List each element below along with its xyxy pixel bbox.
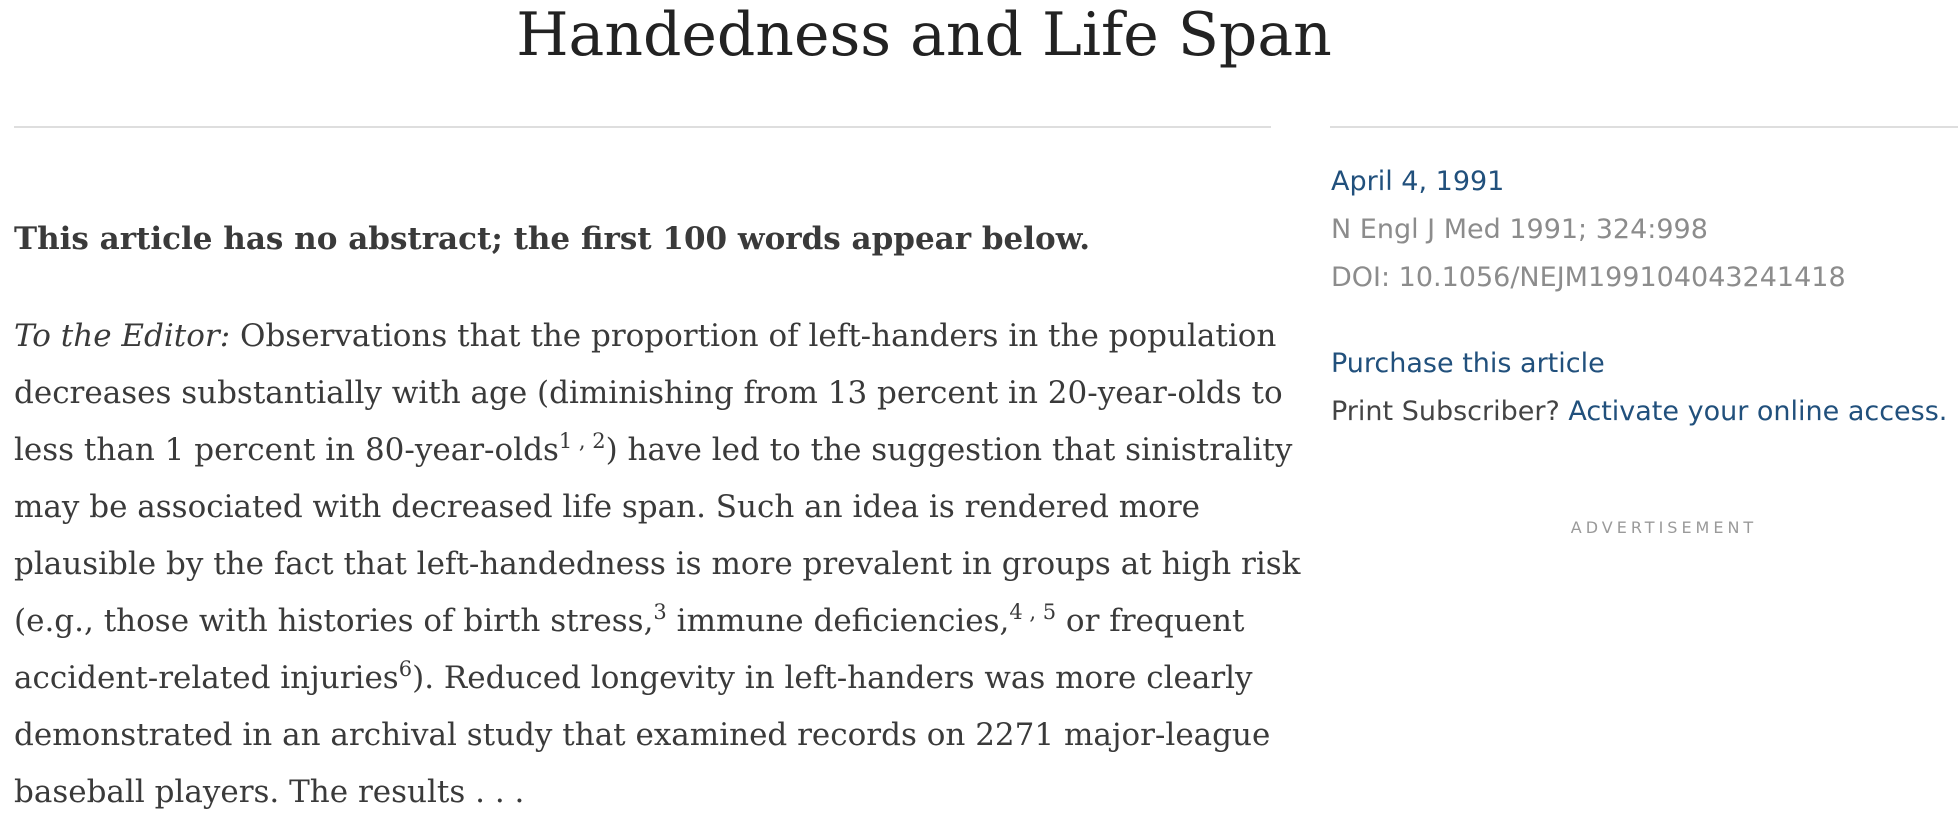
excerpt-line: plausible by the fact that left-handedne… — [14, 546, 1301, 582]
excerpt-text: ) have led to the suggestion that sinist… — [605, 432, 1293, 468]
excerpt-line: less than 1 percent in 80-year-olds1 , 2… — [14, 422, 1292, 479]
article-sidebar: April 4, 1991 N Engl J Med 1991; 324:998… — [1331, 158, 1951, 436]
journal-citation: N Engl J Med 1991; 324:998 — [1331, 214, 1708, 245]
subscriber-prompt: Print Subscriber? — [1331, 396, 1569, 427]
purchase-article-link[interactable]: Purchase this article — [1331, 348, 1605, 379]
excerpt-line: decreases substantially with age (dimini… — [14, 375, 1283, 411]
excerpt-text: (e.g., those with histories of birth str… — [14, 603, 654, 639]
excerpt-line: accident-related injuries6). Reduced lon… — [14, 650, 1271, 707]
excerpt-line: may be associated with decreased life sp… — [14, 489, 1201, 525]
advertisement-label: ADVERTISEMENT — [1570, 518, 1758, 537]
publication-date: April 4, 1991 — [1331, 166, 1505, 197]
reference-link-4-5[interactable]: 4 , 5 — [1009, 600, 1057, 624]
article-excerpt: To the Editor: Observations that the pro… — [14, 308, 1301, 821]
excerpt-line: baseball players. The results . . . — [14, 774, 525, 810]
excerpt-line: demonstrated in an archival study that e… — [14, 717, 1271, 753]
excerpt-line: To the Editor: Observations that the pro… — [14, 308, 1276, 365]
reference-link-1-2[interactable]: 1 , 2 — [558, 429, 606, 453]
reference-link-3[interactable]: 3 — [653, 600, 667, 624]
reference-link-6[interactable]: 6 — [398, 657, 413, 681]
excerpt-text: Observations that the proportion of left… — [230, 318, 1277, 354]
doi: DOI: 10.1056/NEJM199104043241418 — [1331, 262, 1846, 293]
excerpt-lead: To the Editor: — [14, 318, 231, 354]
sidebar-divider — [1330, 126, 1958, 128]
excerpt-text: ). Reduced longevity in left-handers was… — [412, 660, 1253, 696]
spacer — [1331, 302, 1951, 340]
no-abstract-note: This article has no abstract; the first … — [14, 221, 1091, 257]
title-divider — [14, 126, 1271, 128]
excerpt-text: or frequent — [1056, 603, 1245, 639]
activate-access-link[interactable]: Activate your online access. — [1568, 396, 1948, 427]
excerpt-text: less than 1 percent in 80-year-olds — [14, 432, 559, 468]
subscriber-access-row: Print Subscriber? Activate your online a… — [1331, 388, 1951, 436]
excerpt-text: accident-related injuries — [14, 660, 399, 696]
excerpt-line: (e.g., those with histories of birth str… — [14, 593, 1271, 650]
excerpt-text: immune deficiencies, — [666, 603, 1010, 639]
article-title: Handedness and Life Span — [516, 0, 1332, 70]
